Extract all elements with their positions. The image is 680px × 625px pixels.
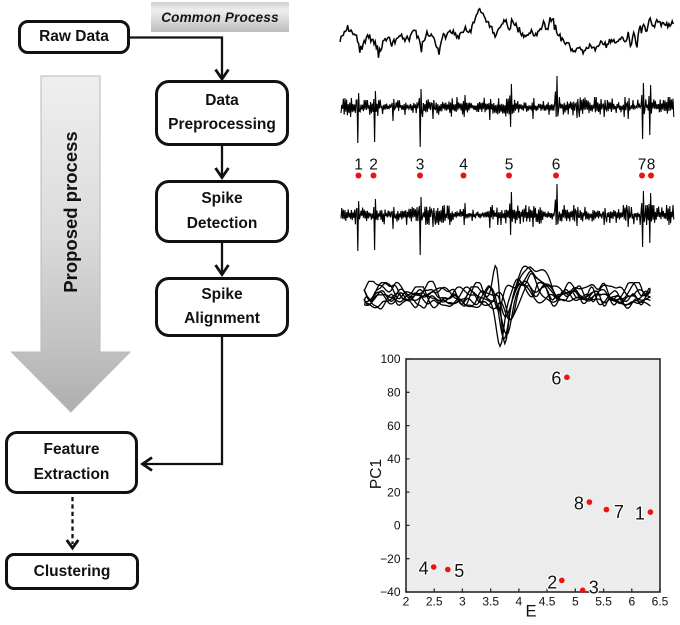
svg-text:7: 7 <box>614 502 624 522</box>
svg-text:0: 0 <box>394 519 401 533</box>
svg-text:2: 2 <box>403 595 410 609</box>
svg-text:4: 4 <box>459 157 468 174</box>
svg-text:−40: −40 <box>380 585 401 599</box>
svg-text:3: 3 <box>459 595 466 609</box>
svg-text:5.5: 5.5 <box>595 595 612 609</box>
svg-text:6: 6 <box>551 369 561 389</box>
svg-text:8: 8 <box>574 493 584 513</box>
svg-text:20: 20 <box>387 485 401 499</box>
svg-text:6.5: 6.5 <box>652 595 669 609</box>
svg-text:4: 4 <box>419 558 429 578</box>
svg-text:6: 6 <box>552 157 561 174</box>
svg-text:3.5: 3.5 <box>482 595 499 609</box>
svg-text:7: 7 <box>638 157 647 174</box>
svg-text:PC1: PC1 <box>368 459 385 489</box>
svg-text:1: 1 <box>635 503 645 523</box>
svg-text:100: 100 <box>380 352 400 366</box>
svg-text:1: 1 <box>354 157 363 174</box>
svg-text:3: 3 <box>416 157 425 174</box>
svg-text:3: 3 <box>589 578 599 598</box>
svg-text:40: 40 <box>387 452 401 466</box>
svg-text:−20: −20 <box>380 552 401 566</box>
svg-text:4: 4 <box>516 595 523 609</box>
svg-text:2: 2 <box>369 157 378 174</box>
svg-text:4.5: 4.5 <box>539 595 556 609</box>
svg-text:5: 5 <box>454 561 464 581</box>
svg-text:6: 6 <box>628 595 635 609</box>
svg-text:8: 8 <box>647 157 656 174</box>
svg-text:E: E <box>525 603 536 621</box>
svg-text:2: 2 <box>547 573 557 593</box>
svg-text:5: 5 <box>505 157 514 174</box>
svg-text:80: 80 <box>387 386 401 400</box>
svg-text:2.5: 2.5 <box>426 595 443 609</box>
svg-text:60: 60 <box>387 419 401 433</box>
svg-text:5: 5 <box>572 595 579 609</box>
